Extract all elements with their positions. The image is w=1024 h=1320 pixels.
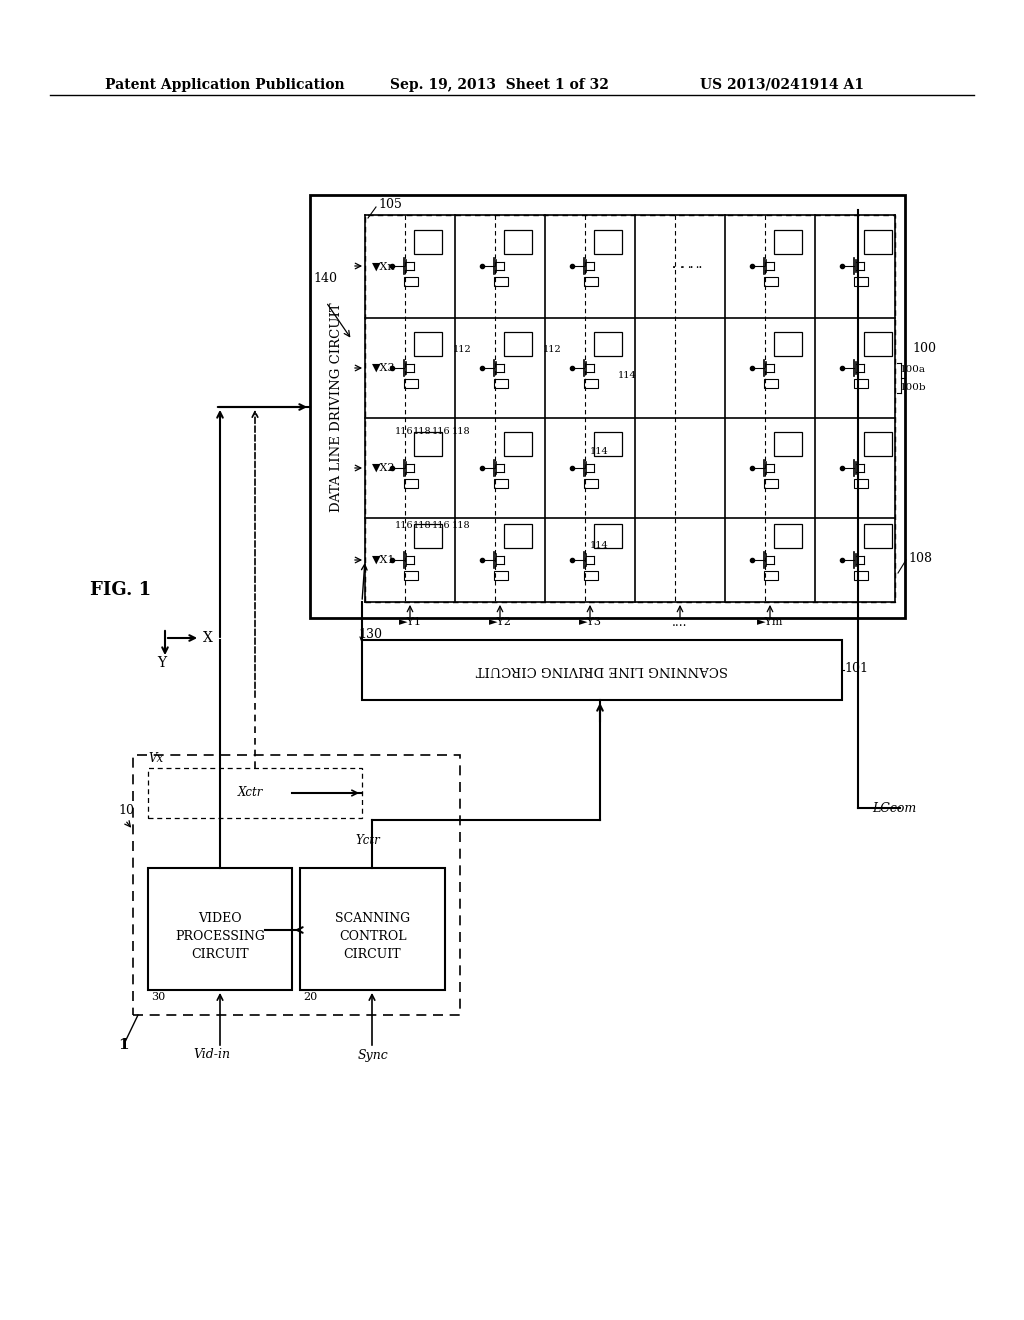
Bar: [864, 524, 892, 548]
Bar: [404, 572, 418, 579]
Bar: [594, 333, 622, 356]
Text: FIG. 1: FIG. 1: [90, 581, 152, 599]
Text: 114: 114: [618, 371, 637, 380]
Bar: [864, 432, 892, 455]
Bar: [594, 230, 622, 253]
Bar: [774, 524, 802, 548]
Text: ....: ....: [672, 615, 688, 628]
Bar: [584, 479, 598, 488]
Text: 140: 140: [313, 272, 337, 285]
Text: 116: 116: [395, 428, 414, 437]
Text: ▼X3: ▼X3: [372, 363, 395, 374]
Bar: [148, 869, 292, 990]
Text: 130: 130: [358, 627, 382, 640]
Bar: [584, 277, 598, 286]
Bar: [854, 572, 868, 579]
Bar: [494, 572, 508, 579]
Text: Vx: Vx: [148, 751, 163, 764]
Text: 116: 116: [432, 428, 451, 437]
Text: Yctr: Yctr: [355, 833, 380, 846]
Text: 101: 101: [844, 661, 868, 675]
Bar: [594, 432, 622, 455]
Bar: [774, 230, 802, 253]
Bar: [300, 869, 445, 990]
Text: 10: 10: [118, 804, 134, 817]
Text: 118: 118: [413, 428, 432, 437]
Text: SCANNING
CONTROL
CIRCUIT: SCANNING CONTROL CIRCUIT: [335, 912, 410, 961]
Text: 30: 30: [151, 993, 165, 1002]
Text: ►Ym: ►Ym: [757, 616, 783, 627]
Text: 118: 118: [452, 520, 471, 529]
Bar: [764, 479, 778, 488]
Bar: [864, 333, 892, 356]
Bar: [854, 379, 868, 388]
Text: 100a: 100a: [900, 366, 926, 375]
Text: SCANNING LINE DRIVING CIRCUIT: SCANNING LINE DRIVING CIRCUIT: [476, 664, 728, 676]
Text: 1: 1: [118, 1038, 129, 1052]
Bar: [584, 379, 598, 388]
Text: 100: 100: [912, 342, 936, 355]
Bar: [584, 572, 598, 579]
Text: · · · ·: · · · ·: [672, 261, 702, 275]
Text: LCcom: LCcom: [872, 801, 916, 814]
Text: 112: 112: [543, 346, 562, 355]
Bar: [854, 277, 868, 286]
Text: 112: 112: [453, 346, 472, 355]
Text: Y: Y: [157, 656, 166, 671]
Bar: [404, 479, 418, 488]
Bar: [504, 524, 532, 548]
Bar: [404, 277, 418, 286]
Bar: [133, 755, 460, 1015]
Text: 100b: 100b: [900, 384, 927, 392]
Bar: [310, 195, 905, 618]
Bar: [362, 640, 842, 700]
Bar: [854, 479, 868, 488]
Bar: [504, 432, 532, 455]
Bar: [494, 277, 508, 286]
Bar: [148, 768, 362, 818]
Bar: [864, 230, 892, 253]
Bar: [504, 333, 532, 356]
Text: ►Y1: ►Y1: [398, 616, 422, 627]
Text: ▼X2: ▼X2: [372, 463, 395, 473]
Bar: [494, 379, 508, 388]
Bar: [494, 479, 508, 488]
Text: · · · ·: · · · ·: [672, 261, 699, 275]
Bar: [504, 230, 532, 253]
Text: 108: 108: [908, 552, 932, 565]
Text: 20: 20: [303, 993, 317, 1002]
Bar: [414, 333, 442, 356]
Text: X: X: [203, 631, 213, 645]
Bar: [365, 215, 895, 602]
Text: ►Y2: ►Y2: [488, 616, 512, 627]
Bar: [774, 432, 802, 455]
Text: VIDEO
PROCESSING
CIRCUIT: VIDEO PROCESSING CIRCUIT: [175, 912, 265, 961]
Text: 118: 118: [452, 428, 471, 437]
Text: 116: 116: [432, 520, 451, 529]
Text: ▼X1: ▼X1: [372, 554, 395, 565]
Bar: [414, 230, 442, 253]
Text: 114: 114: [590, 447, 608, 457]
Text: ►Y3: ►Y3: [579, 616, 601, 627]
Text: 114: 114: [590, 540, 608, 549]
Text: Vid-in: Vid-in: [193, 1048, 230, 1061]
Text: 105: 105: [378, 198, 401, 210]
Text: 116: 116: [395, 520, 414, 529]
Text: DATA LINE DRIVING CIRCUIT: DATA LINE DRIVING CIRCUIT: [331, 302, 343, 512]
Bar: [404, 379, 418, 388]
Bar: [774, 333, 802, 356]
Bar: [764, 572, 778, 579]
Text: ▼Xn: ▼Xn: [372, 261, 395, 272]
Text: Sync: Sync: [358, 1048, 389, 1061]
Text: Sep. 19, 2013  Sheet 1 of 32: Sep. 19, 2013 Sheet 1 of 32: [390, 78, 609, 92]
Bar: [764, 379, 778, 388]
Text: US 2013/0241914 A1: US 2013/0241914 A1: [700, 78, 864, 92]
Text: 118: 118: [413, 520, 432, 529]
Bar: [594, 524, 622, 548]
Text: Patent Application Publication: Patent Application Publication: [105, 78, 345, 92]
Bar: [764, 277, 778, 286]
Text: Xctr: Xctr: [238, 787, 263, 800]
Bar: [414, 524, 442, 548]
Bar: [414, 432, 442, 455]
